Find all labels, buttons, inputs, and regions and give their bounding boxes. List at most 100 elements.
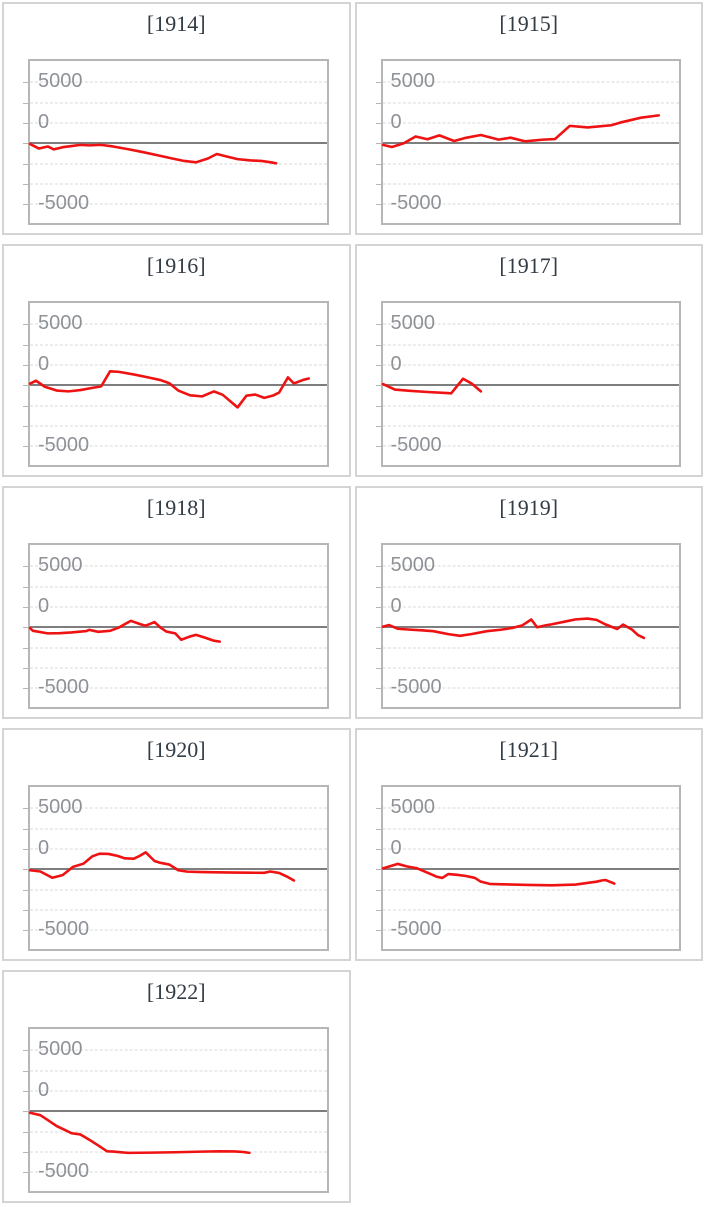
plot-area: 5000 0 -5000: [23, 59, 329, 225]
y-axis-tick: [23, 122, 28, 124]
gridline: [382, 203, 679, 205]
gridline: [382, 828, 679, 830]
y-axis-tick: [23, 828, 28, 830]
y-axis-tick: [375, 667, 381, 669]
gridline: [382, 647, 679, 649]
y-axis-tick: [23, 425, 28, 427]
gridline: [30, 364, 327, 366]
gridline: [382, 687, 679, 689]
y-axis-label-0: 0: [390, 837, 402, 860]
y-axis-label-0: 0: [38, 353, 50, 376]
data-line: [383, 619, 644, 638]
gridline: [30, 1090, 327, 1092]
y-axis-tick: [375, 606, 381, 608]
data-line: [30, 144, 276, 163]
y-axis-tick: [23, 606, 28, 608]
y-axis-tick: [375, 909, 381, 911]
gridline: [30, 405, 327, 407]
gridline: [30, 889, 327, 891]
y-axis-tick: [375, 425, 381, 427]
line-series-svg: [30, 303, 327, 465]
y-axis-tick: [23, 1131, 28, 1133]
y-axis-label-0: 0: [38, 111, 50, 134]
y-axis-tick: [375, 688, 381, 690]
gridline: [382, 807, 679, 809]
panel-title: [1914]: [146, 11, 206, 36]
y-axis-tick: [23, 324, 28, 326]
y-axis-tick: [375, 647, 381, 649]
y-axis-tick: [23, 143, 28, 145]
gridline: [30, 828, 327, 830]
y-axis-label-neg5000: -5000: [38, 192, 90, 215]
line-series-svg: [30, 787, 327, 949]
y-axis-label-0: 0: [38, 1079, 50, 1102]
y-axis-tick: [23, 163, 28, 165]
y-axis-tick: [375, 102, 381, 104]
y-axis-label-neg5000: -5000: [38, 434, 90, 457]
y-axis-label-5000: 5000: [390, 796, 436, 819]
line-series-svg: [383, 61, 680, 223]
y-axis-label-5000: 5000: [390, 554, 436, 577]
line-series-svg: [383, 545, 680, 707]
panel-title: [1917]: [499, 253, 559, 278]
panel-title: [1922]: [146, 979, 206, 1004]
y-axis-tick: [23, 1070, 28, 1072]
gridline: [30, 848, 327, 850]
gridline: [382, 102, 679, 104]
y-axis-label-neg5000: -5000: [38, 676, 90, 699]
y-axis-tick: [23, 808, 28, 810]
chart-panel-1922: [1922] 5000 0 -5000: [2, 970, 351, 1203]
y-axis-tick: [375, 143, 381, 145]
y-axis-tick: [375, 930, 381, 932]
y-axis-tick: [23, 1050, 28, 1052]
y-axis-label-5000: 5000: [38, 312, 83, 335]
gridline: [382, 586, 679, 588]
y-axis-tick: [23, 848, 28, 850]
y-axis-tick: [375, 364, 381, 366]
zero-line: [30, 626, 327, 629]
plot-area: 5000 0 -5000: [375, 785, 681, 951]
y-axis-tick: [375, 446, 381, 448]
gridline: [382, 929, 679, 931]
data-line: [30, 1113, 249, 1153]
gridline: [382, 405, 679, 407]
gridline: [382, 667, 679, 669]
gridline: [382, 183, 679, 185]
y-axis-tick: [375, 183, 381, 185]
gridline: [30, 122, 327, 124]
panel-title: [1920]: [146, 737, 206, 762]
gridline: [30, 929, 327, 931]
data-line: [383, 379, 481, 394]
line-series-svg: [30, 61, 327, 223]
y-axis-tick: [23, 1172, 28, 1174]
data-line: [30, 852, 294, 880]
y-axis-tick: [23, 647, 28, 649]
panel-title: [1918]: [146, 495, 206, 520]
y-axis-tick: [23, 364, 28, 366]
y-axis-label-5000: 5000: [38, 554, 83, 577]
y-axis-label-neg5000: -5000: [390, 918, 442, 941]
line-series-svg: [383, 303, 680, 465]
gridline: [382, 425, 679, 427]
y-axis-tick: [375, 848, 381, 850]
gridline: [30, 667, 327, 669]
y-axis-tick: [23, 869, 28, 871]
gridline: [30, 647, 327, 649]
y-axis-tick: [23, 627, 28, 629]
y-axis-tick: [23, 909, 28, 911]
gridline: [382, 848, 679, 850]
y-axis-tick: [375, 204, 381, 206]
zero-line: [382, 142, 679, 145]
panel-title: [1916]: [146, 253, 206, 278]
gridline: [30, 445, 327, 447]
y-axis-tick: [375, 82, 381, 84]
zero-line: [382, 626, 679, 629]
gridline: [30, 807, 327, 809]
y-axis-tick: [23, 344, 28, 346]
y-axis-label-5000: 5000: [38, 796, 83, 819]
data-line: [383, 115, 659, 147]
y-axis-tick: [375, 828, 381, 830]
gridline: [382, 606, 679, 608]
y-axis-tick: [23, 1090, 28, 1092]
y-axis-label-5000: 5000: [38, 70, 83, 93]
